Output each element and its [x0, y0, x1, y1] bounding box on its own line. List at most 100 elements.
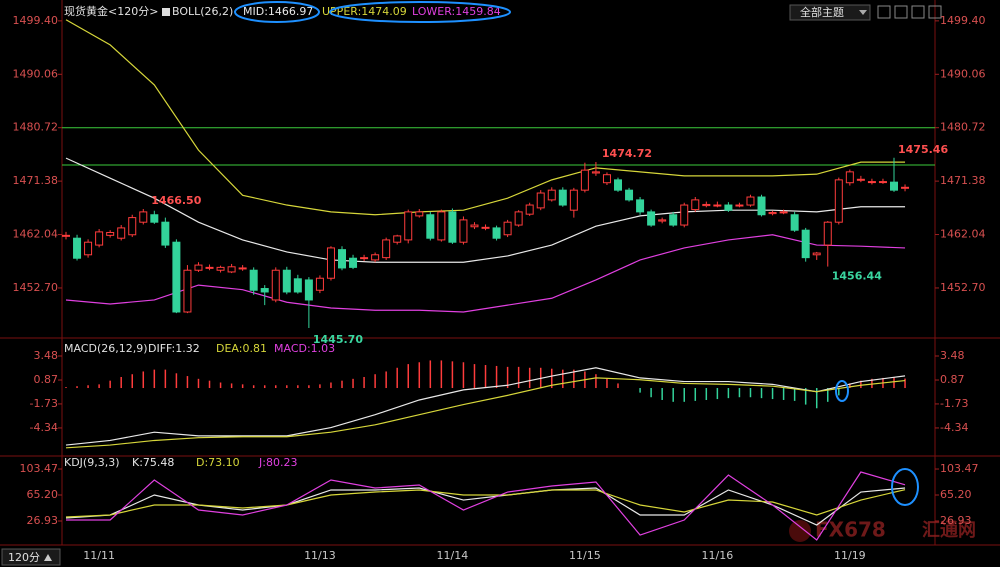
- candle-body: [580, 169, 589, 191]
- y-tick-label: 1462.04: [940, 228, 986, 241]
- indicator-name: BOLL(26,2): [172, 5, 233, 18]
- tool-icon[interactable]: [877, 5, 891, 19]
- indicator-line: [65, 234, 906, 313]
- watermark-logo: [789, 520, 811, 542]
- candle-body: [349, 257, 358, 268]
- legend-entry: DIFF:1.32: [148, 342, 200, 355]
- candle-body: [227, 266, 236, 273]
- candle-body: [901, 186, 910, 189]
- y-tick-label: 1471.38: [13, 174, 59, 187]
- y-tick-label: -4.34: [940, 421, 968, 434]
- candle-body: [106, 231, 115, 236]
- y-tick-label: 1480.72: [940, 121, 986, 134]
- tool-icon[interactable]: [911, 5, 925, 19]
- legend-entry: DEA:0.81: [216, 342, 267, 355]
- chart-title: 现货黄金<120分>: [64, 4, 158, 18]
- legend-entry: MID:1466.97: [243, 5, 313, 18]
- candle-body: [834, 179, 843, 223]
- legend-entry: D:73.10: [196, 456, 240, 469]
- extreme-label: 1466.50: [151, 194, 201, 207]
- y-tick-label: 1452.70: [940, 281, 986, 294]
- highlight-ellipse: [329, 1, 511, 23]
- candle-body: [614, 179, 622, 191]
- indicator-name: MACD(26,12,9): [64, 342, 148, 355]
- candle-body: [437, 211, 446, 241]
- indicator-line: [66, 471, 906, 541]
- y-tick-label: 1490.06: [940, 67, 986, 80]
- candle-body: [205, 266, 214, 269]
- candle-body: [216, 266, 225, 271]
- x-tick-label: 11/15: [569, 549, 601, 562]
- legend-entry: LOWER:1459.84: [412, 5, 501, 18]
- candle-body: [249, 269, 258, 291]
- y-tick-label: 1499.40: [13, 14, 59, 27]
- extreme-label: 1474.72: [602, 147, 652, 160]
- legend-entry: UPPER:1474.09: [322, 5, 407, 18]
- candle-body: [371, 254, 380, 261]
- candle-body: [768, 211, 777, 215]
- candle-body: [790, 214, 799, 231]
- candle-body: [558, 189, 567, 206]
- dropdown-arrow: [859, 10, 867, 15]
- candle-body: [73, 237, 82, 259]
- candle-body: [62, 234, 70, 237]
- candle-body: [382, 239, 391, 259]
- candle-body: [636, 199, 645, 213]
- candle-body: [448, 211, 457, 243]
- period-arrow: [44, 554, 52, 561]
- candle-body: [326, 247, 335, 279]
- candle-body: [691, 199, 700, 211]
- candle-body: [669, 214, 678, 226]
- candle-body: [779, 211, 788, 214]
- legend-entry: J:80.23: [258, 456, 297, 469]
- candle-body: [547, 189, 556, 201]
- extreme-label: 1445.70: [313, 333, 363, 346]
- candle-body: [470, 224, 479, 228]
- candle-body: [360, 257, 369, 260]
- candle-body: [680, 204, 689, 226]
- candle-body: [812, 252, 821, 256]
- candle-body: [525, 204, 534, 215]
- tool-icon[interactable]: [894, 5, 908, 19]
- watermark-brand: FX678: [815, 518, 886, 542]
- candle-body: [282, 269, 291, 293]
- candle-body: [845, 171, 854, 184]
- y-tick-label: 65.20: [940, 488, 972, 501]
- y-tick-label: -1.73: [940, 397, 968, 410]
- y-tick-label: 26.93: [940, 514, 972, 527]
- candle-body: [757, 196, 766, 216]
- candle-body: [183, 269, 192, 313]
- legend-entry: MACD:1.03: [274, 342, 335, 355]
- candle-body: [481, 226, 490, 229]
- candle-body: [591, 171, 600, 174]
- watermark-site: 汇通网: [922, 520, 976, 541]
- candle-body: [801, 229, 810, 259]
- candle-body: [150, 214, 159, 223]
- theme-dropdown[interactable]: [789, 4, 871, 21]
- tool-icon[interactable]: [928, 5, 942, 19]
- candle-body: [293, 278, 302, 293]
- candle-body: [304, 279, 313, 301]
- boll-icon: [162, 8, 170, 16]
- y-tick-label: 3.48: [940, 349, 965, 362]
- y-tick-label: 0.87: [940, 373, 965, 386]
- y-tick-label: 1471.38: [940, 174, 986, 187]
- candle-body: [625, 189, 634, 201]
- candle-body: [404, 211, 413, 241]
- candle-body: [647, 211, 656, 226]
- y-tick-label: 0.87: [34, 373, 59, 386]
- candle-body: [823, 221, 832, 246]
- candle-body: [315, 277, 324, 291]
- indicator-name: KDJ(9,3,3): [64, 456, 120, 469]
- period-label: 120分: [8, 551, 40, 564]
- extreme-label: 1456.44: [832, 270, 882, 283]
- y-tick-label: 1499.40: [940, 14, 986, 27]
- candle-body: [856, 178, 865, 181]
- candle-body: [128, 217, 137, 236]
- candle-body: [746, 196, 755, 206]
- highlight-ellipse: [835, 380, 849, 402]
- indicator-line: [65, 377, 906, 449]
- candle-body: [415, 211, 424, 217]
- y-tick-label: -1.73: [30, 397, 58, 410]
